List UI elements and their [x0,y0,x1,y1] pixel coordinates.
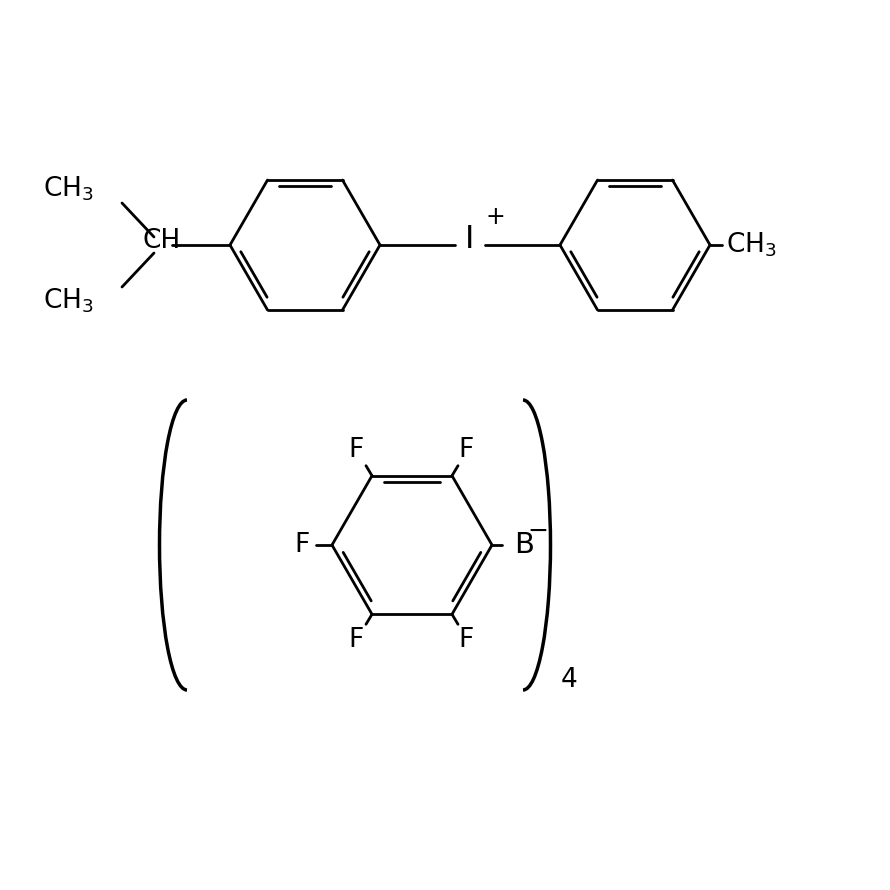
Text: CH$_3$: CH$_3$ [44,287,94,315]
Text: CH$_3$: CH$_3$ [726,231,777,259]
Text: F: F [458,437,473,463]
Text: F: F [295,532,310,558]
Text: 4: 4 [561,667,578,693]
Text: F: F [348,437,364,463]
Text: CH: CH [143,228,182,254]
Text: −: − [528,519,548,543]
Text: F: F [348,627,364,653]
Text: F: F [458,627,473,653]
Text: B: B [514,531,534,559]
Text: CH$_3$: CH$_3$ [44,174,94,203]
Text: +: + [485,205,505,229]
Text: I: I [465,224,474,255]
